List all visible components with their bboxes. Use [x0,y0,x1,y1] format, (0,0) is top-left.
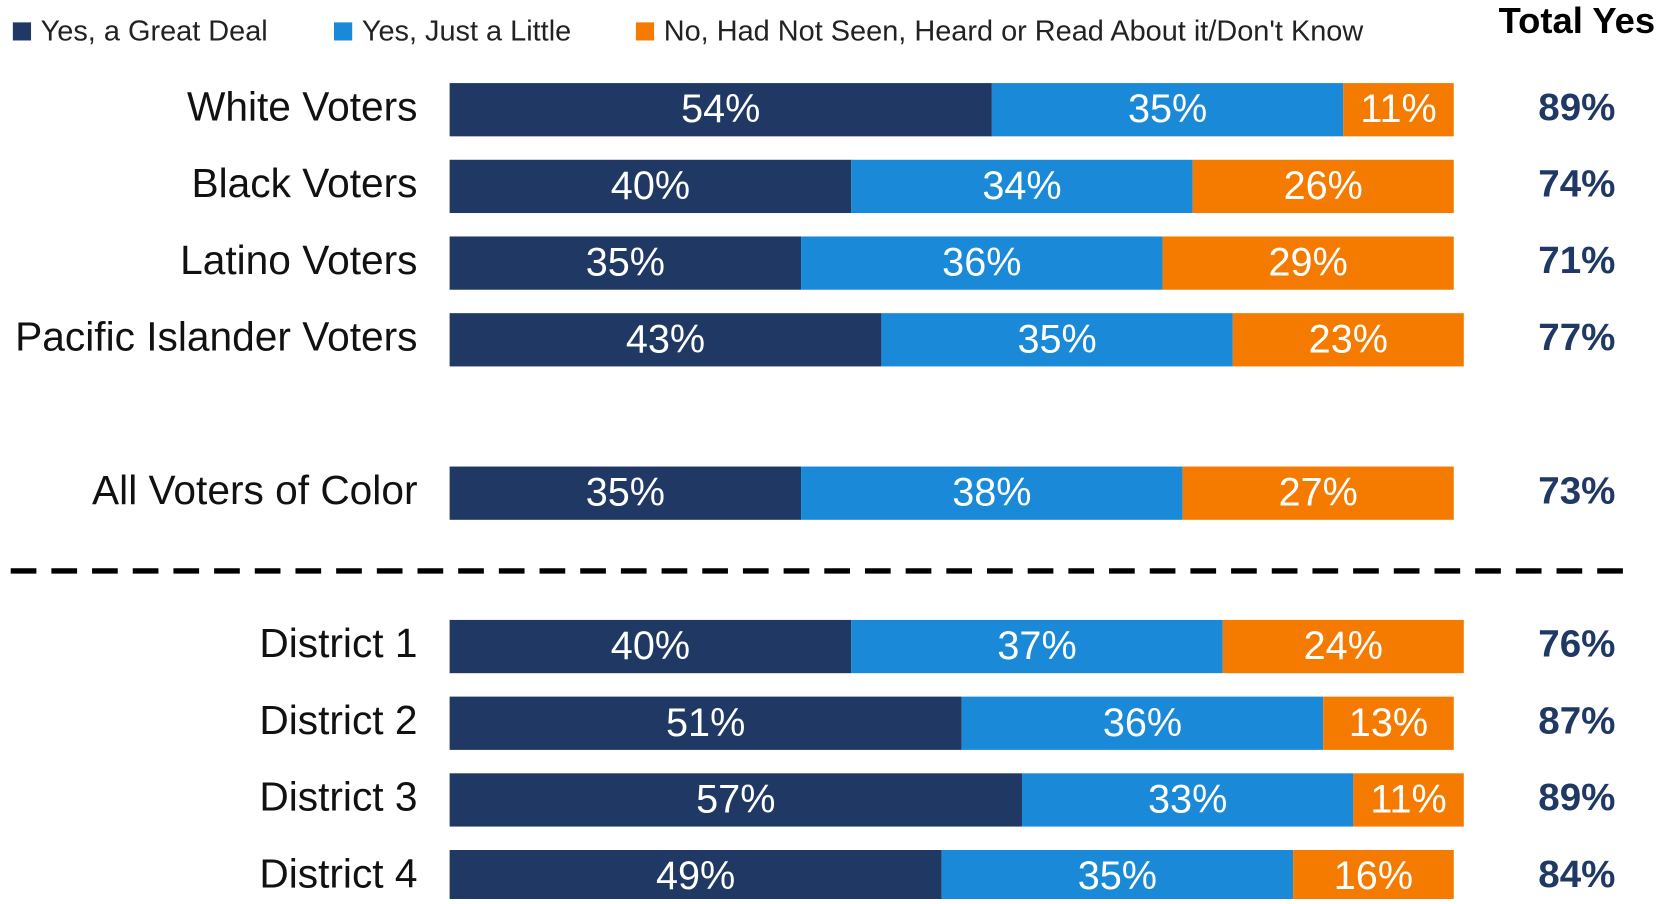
total-label: 89% [1538,86,1615,129]
value-label: 27% [1279,471,1358,515]
bar-segment [449,619,852,674]
value-label: 36% [1103,701,1182,745]
bar-segment [1021,773,1354,827]
bar-segment [851,619,1223,674]
bar-segment [449,159,852,214]
legend-swatch [635,22,655,41]
value-label: 26% [1284,164,1363,208]
legend-label: No, Had Not Seen, Heard or Read About it… [664,16,1364,48]
category-label: District 2 [259,697,417,743]
bar-segment [449,850,942,904]
bar-segment [801,466,1183,520]
value-label: 38% [952,471,1031,515]
value-label: 34% [982,164,1061,208]
value-label: 33% [1148,778,1227,822]
bar-segment [449,313,882,367]
value-label: 35% [1017,317,1096,361]
bar-segment [449,773,1022,827]
value-label: 57% [696,778,775,822]
value-label: 43% [626,317,705,361]
category-label: Black Voters [191,160,417,206]
bar-segment [1192,159,1454,214]
total-label: 87% [1538,699,1615,742]
category-label: District 3 [259,774,417,820]
value-label: 37% [997,624,1076,668]
value-label: 24% [1304,624,1383,668]
bar-segment [851,159,1193,214]
bar-segment [1222,619,1464,674]
bar-segment [449,696,962,750]
bar-segment [991,83,1344,137]
value-label: 13% [1349,701,1428,745]
category-label: White Voters [187,83,418,129]
value-label: 35% [586,471,665,515]
value-label: 35% [1078,854,1157,898]
bar-segment [449,236,802,290]
legend-swatch [334,22,353,41]
bar-segment [941,850,1294,904]
category-label: All Voters of Color [92,467,417,513]
total-label: 73% [1538,469,1615,512]
value-label: 40% [611,624,690,668]
bar-segment [881,313,1233,367]
bar-segment [449,83,992,137]
category-label: Pacific Islander Voters [15,314,417,360]
bar-segment [1343,83,1454,137]
bar-segment [1323,696,1454,750]
value-label: 49% [656,854,735,898]
value-label: 40% [611,164,690,208]
value-label: 36% [942,241,1021,285]
total-label: 89% [1538,776,1615,819]
value-label: 11% [1360,87,1436,131]
total-label: 77% [1538,316,1615,359]
bar-segment [1353,773,1464,827]
category-label: District 4 [259,850,417,896]
value-label: 51% [666,701,745,745]
total-title: Total Yes [1499,0,1655,41]
category-label: District 1 [259,620,417,666]
value-label: 35% [1128,87,1207,131]
legend-label: Yes, a Great Deal [41,16,268,48]
value-label: 11% [1370,778,1446,822]
bar-segment [961,696,1324,750]
total-label: 71% [1538,239,1615,282]
value-label: 23% [1309,317,1388,361]
value-label: 54% [681,87,760,131]
legend-label: Yes, Just a Little [362,16,571,48]
bar-segment [801,236,1163,290]
bar-segment [1232,313,1464,367]
bar-segment [1162,236,1454,290]
bar-segment [449,466,802,520]
legend-swatch [12,22,32,41]
value-label: 16% [1334,854,1413,898]
bar-segment [1293,850,1454,904]
value-label: 35% [586,241,665,285]
total-label: 84% [1538,853,1615,896]
bar-segment [1182,466,1454,520]
total-label: 76% [1538,623,1615,666]
total-label: 74% [1538,163,1615,206]
category-label: Latino Voters [180,237,417,283]
value-label: 29% [1269,241,1348,285]
